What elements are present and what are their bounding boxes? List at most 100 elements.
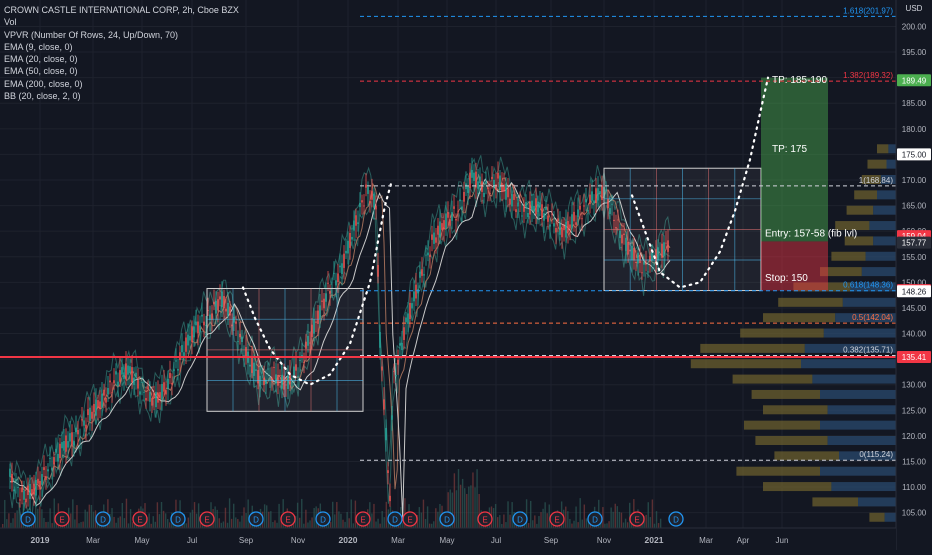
volume-bar — [148, 513, 150, 528]
candle-body — [193, 326, 195, 338]
vpvr-bar-up — [732, 374, 813, 384]
candle-body — [221, 291, 223, 308]
candle-body — [99, 401, 101, 410]
volume-bar — [80, 522, 82, 528]
event-marker-label: E — [554, 516, 559, 525]
candle-body — [183, 352, 185, 357]
candle-body — [155, 391, 157, 408]
candle-body — [17, 487, 19, 488]
candle-body — [549, 224, 551, 227]
vpvr-bar-down — [812, 374, 896, 384]
candle-body — [167, 378, 169, 390]
price-tick-label: 125.00 — [902, 406, 927, 415]
candle-body — [223, 296, 225, 309]
candle-body — [33, 483, 35, 495]
volume-bar — [573, 520, 575, 528]
volume-bar — [455, 490, 458, 528]
candle-body — [653, 264, 655, 266]
volume-bar — [424, 518, 427, 528]
legend-line[interactable]: EMA (9, close, 0) — [4, 41, 73, 52]
volume-bar — [336, 502, 338, 528]
price-tick-label: 165.00 — [902, 202, 927, 211]
candle-body — [81, 419, 83, 421]
candle-body — [91, 411, 93, 419]
volume-bar — [352, 523, 355, 528]
candle-body — [207, 310, 209, 311]
volume-bar — [511, 502, 513, 528]
candle-body — [495, 184, 497, 190]
legend-title[interactable]: CROWN CASTLE INTERNATIONAL CORP, 2h, Cbo… — [4, 5, 239, 15]
candle-body — [503, 184, 505, 192]
time-tick-label: May — [134, 536, 149, 545]
volume-bar — [583, 504, 586, 528]
price-label: 189.49 — [902, 76, 927, 85]
candle-body — [391, 415, 393, 420]
candle-body — [13, 489, 15, 492]
event-marker — [512, 511, 528, 527]
vpvr-bar-down — [842, 297, 896, 307]
price-tick-label: 155.00 — [902, 253, 927, 262]
time-tick-label: Jul — [491, 536, 501, 545]
candle-body — [165, 390, 167, 395]
legend-line[interactable]: VPVR (Number Of Rows, 24, Up/Down, 70) — [4, 29, 179, 40]
price-tick-label: 140.00 — [902, 330, 927, 339]
volume-bar — [74, 519, 76, 528]
legend-line[interactable]: BB (20, close, 2, 0) — [4, 91, 81, 102]
candle-body — [267, 368, 269, 370]
volume-bar — [78, 523, 80, 528]
volume-bar — [468, 486, 470, 528]
candle-body — [371, 190, 373, 200]
volume-bar — [274, 520, 276, 528]
volume-bar — [86, 511, 88, 528]
volume-bar — [585, 518, 588, 528]
volume-bar — [612, 511, 614, 528]
candle-body — [151, 398, 153, 406]
event-marker — [629, 511, 645, 527]
candle-body — [73, 441, 75, 446]
candle-body — [429, 254, 431, 258]
vpvr-bar-up — [835, 221, 870, 231]
price-axis — [896, 0, 932, 550]
volume-bar — [647, 502, 649, 528]
event-marker-label: D — [517, 516, 523, 525]
volume-bar — [342, 519, 344, 528]
volume-bar — [608, 521, 610, 528]
volume-bar — [82, 521, 84, 528]
candle-body — [297, 375, 299, 377]
candle-body — [19, 499, 21, 501]
candle-body — [591, 191, 593, 201]
candle-body — [513, 194, 515, 200]
event-marker-label: D — [673, 516, 679, 525]
vpvr-bar-down — [858, 497, 896, 507]
candle-body — [649, 255, 651, 262]
volume-bar — [629, 502, 631, 528]
candle-body — [229, 306, 231, 316]
vpvr-bar-down — [820, 420, 896, 430]
cup-curve-right — [630, 76, 770, 289]
vpvr-bar-up — [763, 313, 836, 323]
candle-body — [273, 367, 275, 368]
volume-bar — [222, 521, 225, 528]
legend-line[interactable]: Vol — [4, 17, 17, 28]
legend-line[interactable]: EMA (200, close, 0) — [4, 78, 83, 89]
volume-bar — [10, 522, 12, 528]
volume-bar — [655, 511, 658, 528]
volume-bar — [474, 487, 476, 528]
volume-bar — [70, 513, 72, 528]
legend-line[interactable]: EMA (20, close, 0) — [4, 54, 78, 65]
candle-body — [647, 271, 649, 273]
volume-bar — [299, 517, 301, 528]
target-zone — [761, 77, 828, 242]
volume-bar — [160, 502, 163, 528]
vpvr-bar-down — [873, 236, 896, 246]
volume-bar — [35, 502, 37, 528]
volume-bar — [587, 520, 590, 528]
candle-body — [537, 201, 539, 212]
candle-body — [397, 359, 399, 365]
volume-bar — [567, 511, 569, 528]
volume-bar — [92, 511, 95, 528]
legend-line[interactable]: EMA (50, close, 0) — [4, 66, 78, 77]
candle-body — [49, 458, 51, 459]
